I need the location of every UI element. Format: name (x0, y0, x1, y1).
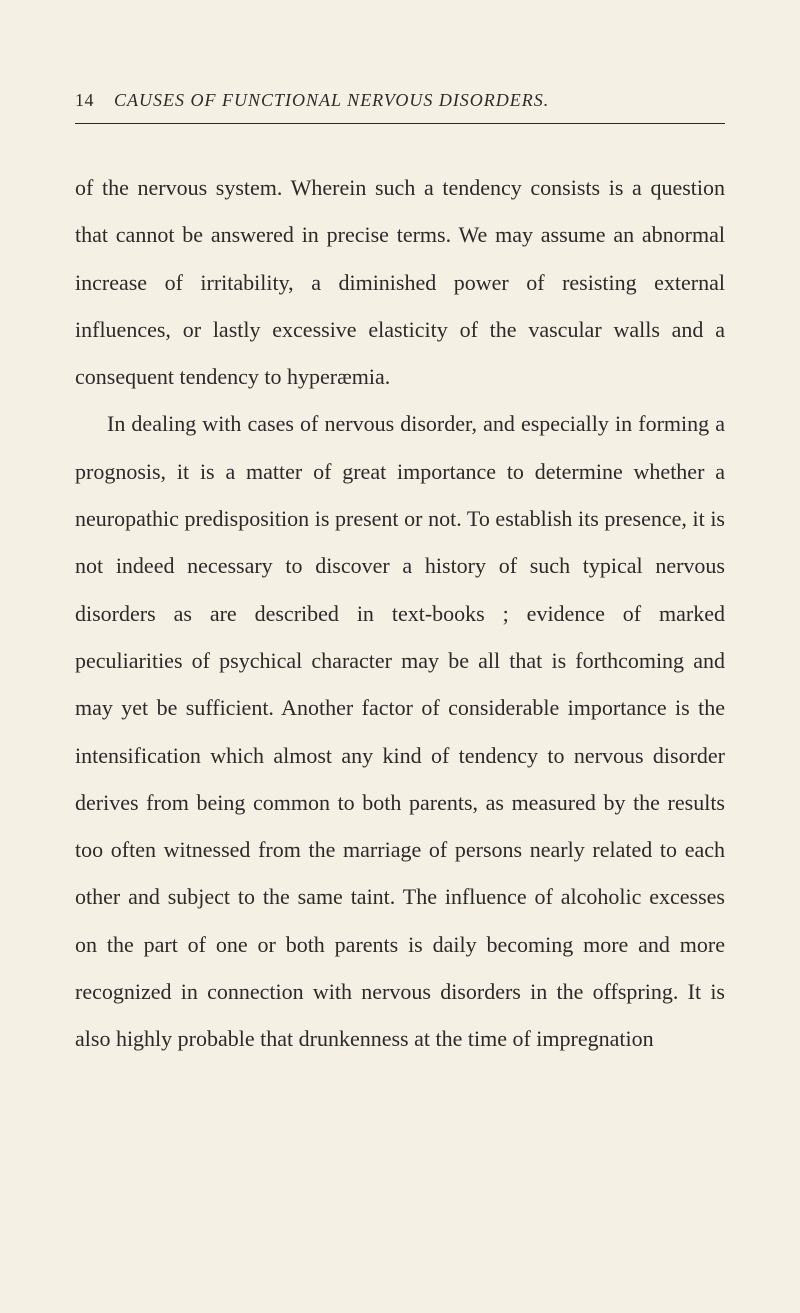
paragraph-2: In dealing with cases of nervous disorde… (75, 400, 725, 1062)
page-header: 14 CAUSES OF FUNCTIONAL NERVOUS DISORDER… (75, 90, 725, 111)
header-spacer (99, 90, 109, 110)
header-title: CAUSES OF FUNCTIONAL NERVOUS DISORDERS. (114, 90, 549, 110)
header-divider (75, 123, 725, 124)
page-number: 14 (75, 90, 94, 110)
paragraph-1: of the nervous system. Wherein such a te… (75, 164, 725, 400)
body-text-container: of the nervous system. Wherein such a te… (75, 164, 725, 1063)
